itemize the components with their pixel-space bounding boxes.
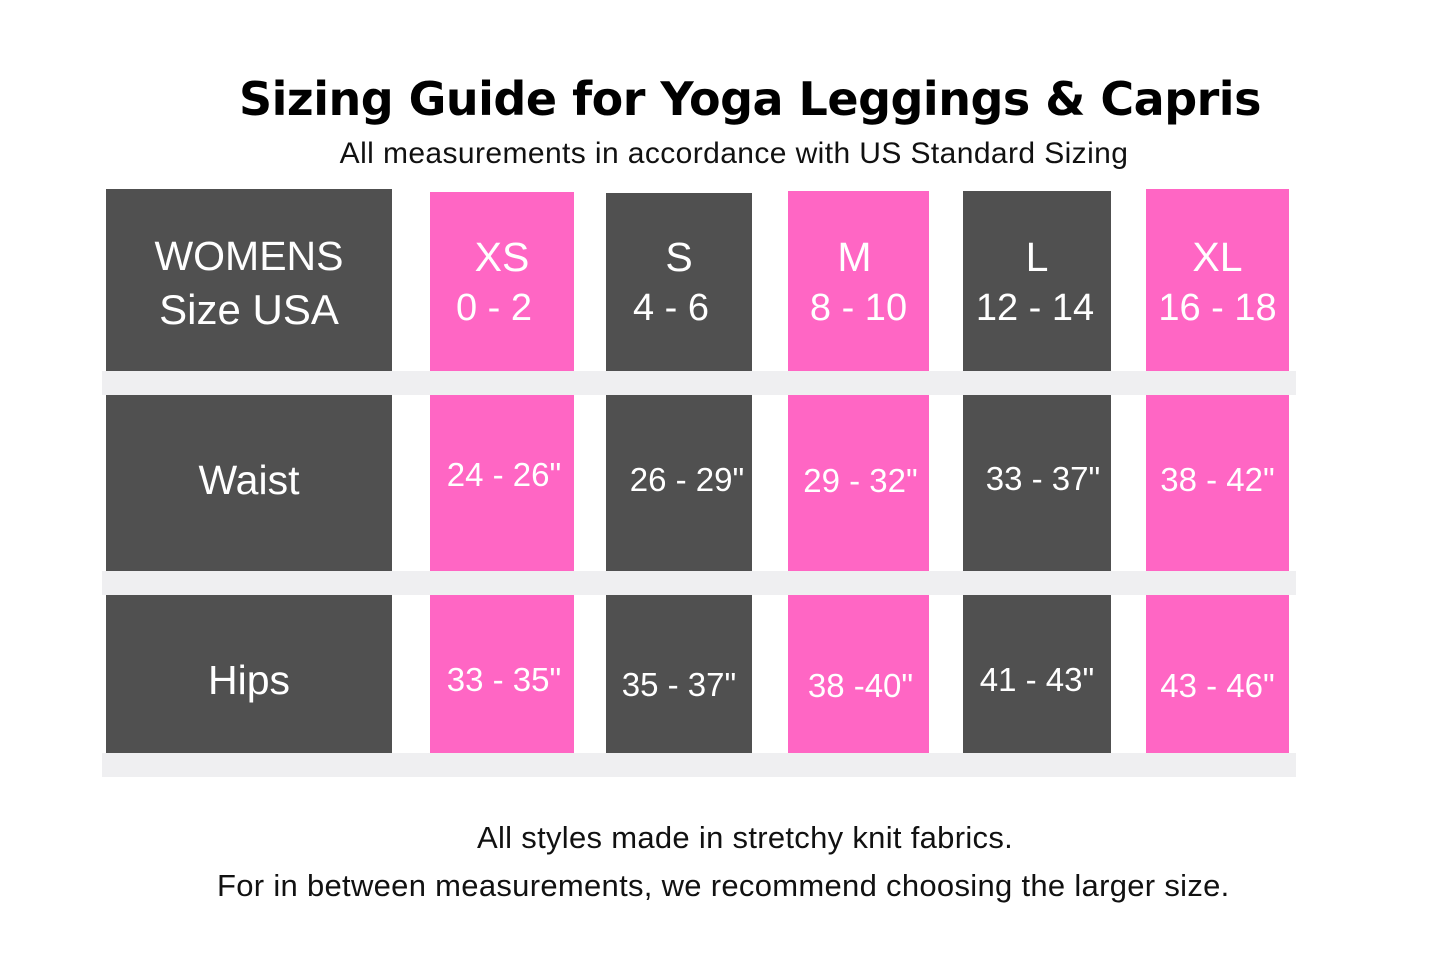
waist-m-value: 29 - 32" [803,462,918,499]
row-separator [102,371,1296,395]
row-separator [102,753,1296,777]
waist-l-value: 33 - 37" [985,460,1101,497]
row-label: Hips [207,657,291,703]
page-title: Sizing Guide for Yoga Leggings & Capris [239,72,1261,126]
hips-m-cell: 38 -40" [788,595,929,753]
footer-note-recommendation: For in between measurements, we recommen… [217,868,1230,903]
size-range: 12 - 14 [975,287,1095,329]
header-label-line1: WOMENS [154,233,344,279]
row-label-cell-waist: Waist [106,395,392,571]
size-range: 8 - 10 [809,287,908,329]
row-label-cell-hips: Hips [106,595,392,753]
hips-l-cell: 41 - 43" [963,595,1111,753]
size-cell-s: S 4 - 6 [606,193,752,371]
row-separator [102,571,1296,595]
size-letter: XL [1192,234,1243,280]
size-cell-xs: XS 0 - 2 [430,192,574,371]
waist-s-cell: 26 - 29" [606,395,752,571]
footer-note-fabric: All styles made in stretchy knit fabrics… [477,820,1014,855]
size-letter: S [665,234,693,280]
hips-xs-cell: 33 - 35" [430,595,574,753]
page-subtitle: All measurements in accordance with US S… [339,137,1129,170]
hips-s-value: 35 - 37" [621,666,737,703]
hips-xl-cell: 43 - 46" [1146,595,1289,753]
size-range: 0 - 2 [455,287,533,329]
hips-l-value: 41 - 43" [979,661,1095,698]
header-label-line2: Size USA [159,286,339,333]
waist-l-cell: 33 - 37" [963,395,1111,571]
hips-xs-value: 33 - 35" [446,661,562,698]
size-range: 16 - 18 [1158,287,1277,329]
size-letter: XS [474,234,530,280]
hips-s-cell: 35 - 37" [606,595,752,753]
hips-m-value: 38 -40" [807,667,914,704]
size-cell-xl: XL 16 - 18 [1146,189,1289,371]
waist-m-cell: 29 - 32" [788,395,929,571]
waist-s-value: 26 - 29" [629,461,745,498]
waist-xl-cell: 38 - 42" [1146,395,1289,571]
size-range: 4 - 6 [632,287,710,329]
size-cell-l: L 12 - 14 [963,191,1111,371]
waist-xs-cell: 24 - 26" [430,395,574,571]
waist-xs-value: 24 - 26" [446,456,562,493]
size-cell-m: M 8 - 10 [788,191,929,371]
hips-xl-value: 43 - 46" [1160,667,1275,704]
row-label: Waist [198,457,300,503]
header-label-cell: WOMENS Size USA [106,189,392,371]
size-letter: L [1025,234,1049,280]
waist-xl-value: 38 - 42" [1160,461,1275,498]
size-letter: M [837,234,872,280]
